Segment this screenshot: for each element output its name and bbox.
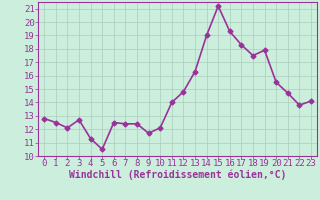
X-axis label: Windchill (Refroidissement éolien,°C): Windchill (Refroidissement éolien,°C)	[69, 170, 286, 180]
